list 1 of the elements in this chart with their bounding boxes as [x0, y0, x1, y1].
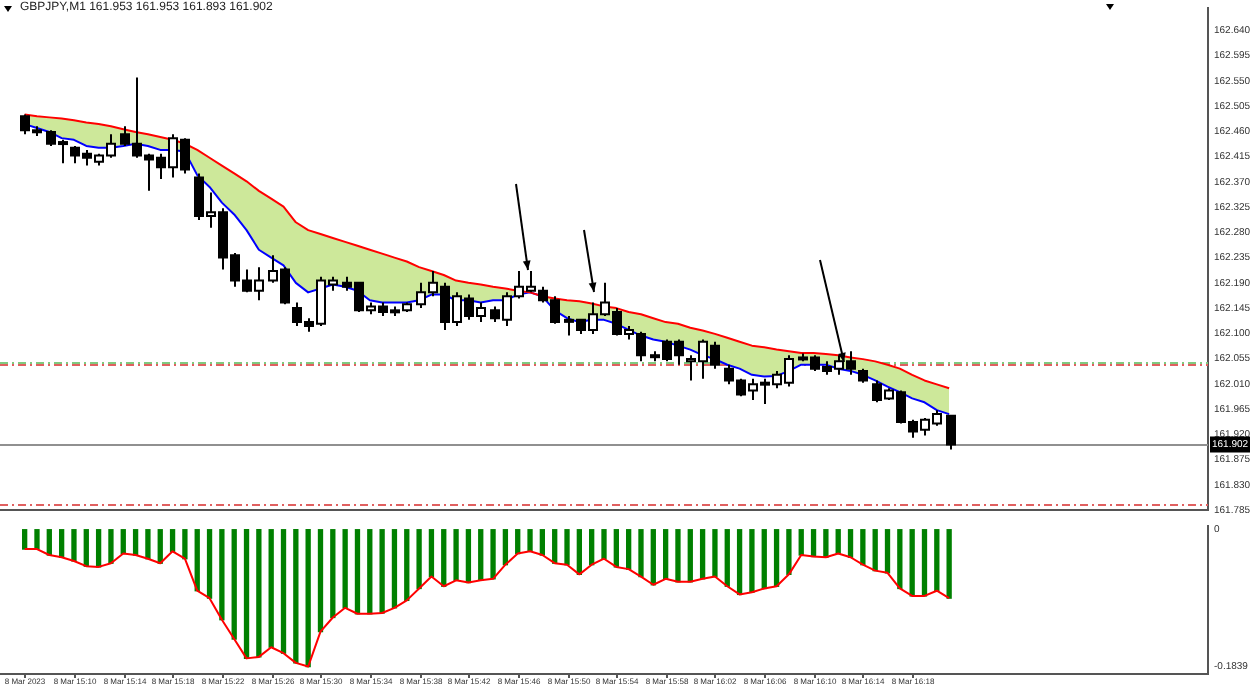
candlestick [946, 414, 956, 451]
